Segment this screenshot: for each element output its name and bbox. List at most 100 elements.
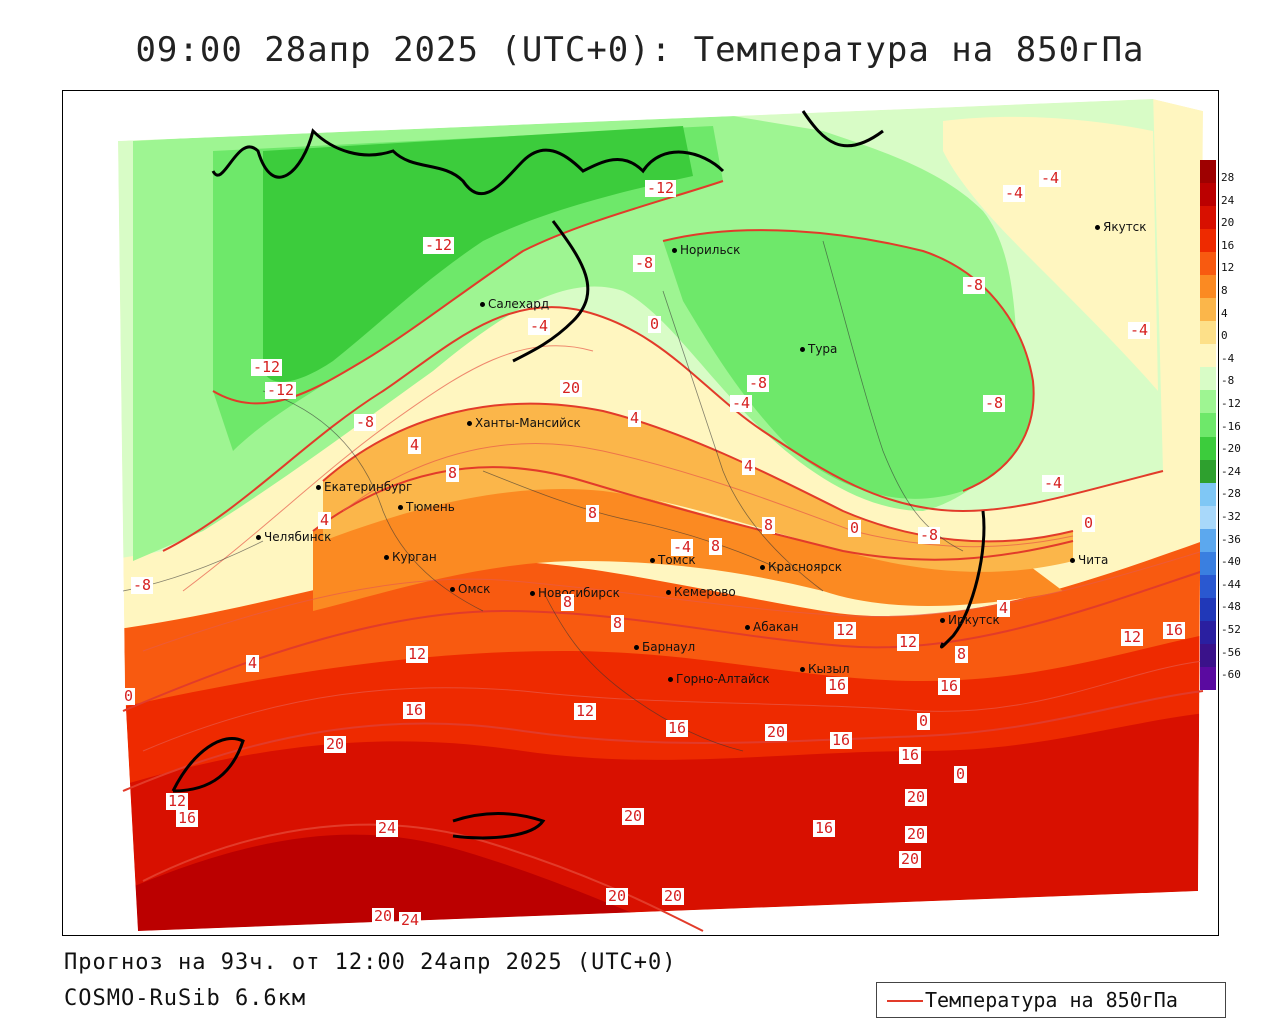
- city-name: Барнаул: [642, 640, 696, 654]
- colorbar-tick-label: 0: [1221, 329, 1228, 343]
- isotherm-label: 20: [765, 723, 788, 741]
- isotherm-label: 0: [848, 519, 862, 537]
- isotherm-label: -4: [1128, 321, 1151, 339]
- isotherm-label: -12: [645, 179, 677, 197]
- colorbar-tick-label: 28: [1221, 171, 1235, 184]
- isotherm-label: -8: [747, 374, 770, 392]
- isotherm-label: 4: [318, 511, 332, 529]
- legend-label: Температура на 850гПа: [925, 988, 1178, 1012]
- colorbar-segment: [1200, 436, 1216, 461]
- isotherm-label: -12: [251, 358, 283, 376]
- colorbar-segment: [1200, 252, 1216, 276]
- colorbar-segment: [1200, 459, 1216, 484]
- isotherm-label: -8: [963, 276, 986, 294]
- city-dot-icon: [668, 677, 673, 682]
- map-canvas: [63, 91, 1218, 935]
- city-marker: Ханты-Мансийск: [467, 416, 581, 430]
- colorbar-tick-label: 4: [1221, 306, 1228, 320]
- city-dot-icon: [467, 421, 472, 426]
- colorbar-segment: [1200, 482, 1216, 507]
- colorbar-tick-label: -52: [1221, 623, 1241, 636]
- model-info: COSMO-RuSib 6.6км: [64, 986, 307, 1011]
- city-marker: Иркутск: [940, 613, 1000, 627]
- city-marker: Горно-Алтайск: [668, 672, 770, 686]
- coastlines: [171, 110, 986, 840]
- city-name: Новосибирск: [538, 586, 620, 600]
- city-dot-icon: [480, 302, 485, 307]
- city-marker: Курган: [384, 550, 437, 564]
- isotherm-label: -12: [265, 381, 297, 399]
- colorbar-segment: [1200, 160, 1216, 184]
- isotherm-label: 20: [372, 907, 395, 925]
- isotherm-label: 0: [954, 765, 968, 783]
- temperature-map: [62, 90, 1219, 936]
- city-dot-icon: [745, 625, 750, 630]
- colorbar-tick-label: -40: [1221, 555, 1241, 569]
- isotherm-label: -4: [671, 538, 694, 556]
- isotherm-label: 12: [834, 621, 857, 639]
- city-name: Абакан: [753, 620, 799, 634]
- isotherm-label: -4: [1003, 184, 1026, 202]
- city-name: Томск: [658, 553, 696, 567]
- colorbar-segment: [1200, 551, 1216, 576]
- isotherm-label: 8: [561, 593, 575, 611]
- colorbar-segment: [1200, 367, 1216, 391]
- city-dot-icon: [672, 248, 677, 253]
- isotherm-label: -4: [1042, 474, 1065, 492]
- city-name: Омск: [458, 582, 491, 596]
- isotherm-label: 12: [406, 645, 429, 663]
- city-dot-icon: [316, 485, 321, 490]
- colorbar-segment: [1200, 413, 1216, 437]
- isotherm-label: 20: [662, 887, 685, 905]
- isotherm-label: -8: [918, 526, 941, 544]
- colorbar-segment: [1200, 206, 1216, 230]
- isotherm-label: 16: [176, 809, 199, 827]
- colorbar-segment: [1200, 643, 1216, 668]
- isotherm-label: -8: [354, 413, 377, 431]
- colorbar-segment: [1200, 183, 1216, 207]
- city-name: Якутск: [1103, 220, 1147, 234]
- colorbar-segment: [1200, 229, 1216, 253]
- isotherm-label: 16: [1163, 621, 1186, 639]
- isotherm-label: 8: [586, 504, 600, 522]
- city-name: Салехард: [488, 297, 550, 311]
- isotherm-label: 12: [1121, 628, 1144, 646]
- colorbar-tick-label: -8: [1221, 374, 1235, 388]
- colorbar-tick-label: -36: [1221, 532, 1241, 546]
- city-name: Красноярск: [768, 560, 842, 574]
- isotherm-label: 4: [628, 409, 642, 427]
- city-marker: Абакан: [745, 620, 798, 634]
- temperature-colorbar: [1200, 160, 1216, 691]
- colorbar-segment: [1200, 505, 1216, 530]
- isotherm-label: -8: [633, 254, 656, 272]
- colorbar-tick-label: 20: [1221, 216, 1235, 230]
- colorbar-tick-label: -12: [1221, 397, 1241, 410]
- city-name: Чита: [1078, 553, 1109, 567]
- colorbar-segment: [1200, 574, 1216, 599]
- isotherm-label: 20: [899, 850, 922, 868]
- colorbar-segment: [1200, 390, 1216, 414]
- city-name: Ханты-Мансийск: [475, 416, 581, 430]
- colorbar-tick-label: 12: [1221, 261, 1235, 275]
- colorbar-tick-label: 8: [1221, 284, 1228, 297]
- colorbar-tick-label: -44: [1221, 577, 1241, 591]
- isotherm-label: 0: [648, 315, 662, 333]
- forecast-info: Прогноз на 93ч. от 12:00 24апр 2025 (UTC…: [64, 950, 677, 975]
- isotherm-label: -4: [1039, 169, 1062, 187]
- city-marker: Новосибирск: [530, 586, 620, 600]
- isotherm-label: 20: [622, 807, 645, 825]
- colorbar-segment: [1200, 298, 1216, 322]
- colorbar-segment: [1200, 321, 1216, 345]
- city-dot-icon: [1070, 558, 1075, 563]
- city-dot-icon: [634, 645, 639, 650]
- isotherm-label: 20: [560, 379, 583, 397]
- city-name: Кемерово: [674, 585, 736, 599]
- isotherm-label: 16: [666, 719, 689, 737]
- colorbar-segment: [1200, 275, 1216, 299]
- isotherm-label: -12: [423, 236, 455, 254]
- colorbar-tick-label: 24: [1221, 193, 1235, 207]
- isotherm-label: 16: [938, 677, 961, 695]
- city-marker: Салехард: [480, 297, 549, 311]
- colorbar-tick-label: -32: [1221, 510, 1241, 523]
- isotherm-label: 0: [122, 687, 136, 705]
